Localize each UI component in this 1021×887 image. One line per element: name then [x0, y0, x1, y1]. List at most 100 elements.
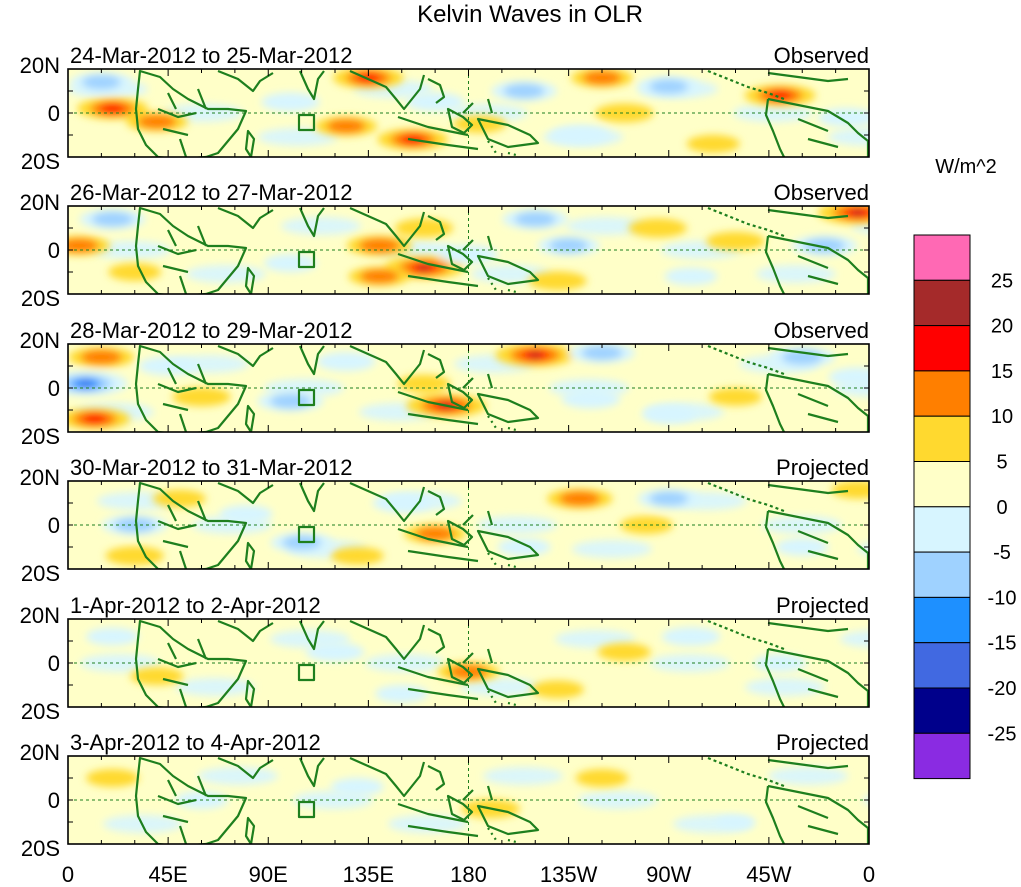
colorbar-level-label: -5 — [993, 542, 1011, 564]
anomaly-2-17 — [664, 267, 718, 286]
anomaly-3-2 — [80, 349, 122, 365]
anomaly-3-14 — [828, 367, 869, 387]
anomaly-3-3 — [82, 413, 108, 424]
anomaly-1-8 — [405, 92, 465, 112]
colorbar-swatch — [913, 325, 971, 372]
colorbar-level-label: -15 — [988, 633, 1017, 655]
y-tick-label: 0 — [48, 238, 60, 263]
panel-status-label: Observed — [774, 43, 869, 68]
colorbar: W/m^2 25 20 15 10 5 0 -5 -10 -15 -20 -25 — [913, 156, 1017, 780]
anomaly-6-6 — [715, 815, 756, 829]
colorbar-units: W/m^2 — [935, 156, 997, 178]
colorbar-swatch — [913, 370, 971, 417]
anomaly-1-3 — [81, 75, 121, 90]
x-tick-label: 90W — [646, 862, 691, 887]
panel-1: 20N 0 20S 24-Mar-2012 to 25-Mar-2012 Observe… — [20, 43, 870, 174]
anomaly-5-4 — [597, 643, 651, 661]
y-tick-label: 0 — [48, 651, 60, 676]
panel-status-label: Observed — [774, 318, 869, 343]
anomaly-6-7 — [270, 823, 311, 838]
panel-status-label: Projected — [776, 593, 869, 618]
colorbar-level-label: 25 — [991, 270, 1013, 292]
anomaly-2-12 — [706, 231, 765, 251]
colorbar-level-label: 15 — [991, 361, 1013, 383]
y-tick-label: 0 — [48, 101, 60, 126]
y-tick-label: 20N — [20, 190, 60, 215]
anomaly-4-11 — [497, 538, 551, 556]
anomaly-1-7 — [326, 119, 366, 134]
anomaly-2-7 — [360, 269, 399, 284]
colorbar-swatch — [913, 461, 971, 508]
panel-period-label: 28-Mar-2012 to 29-Mar-2012 — [70, 318, 352, 343]
colorbar-swatch — [913, 642, 971, 689]
y-tick-label: 20S — [21, 836, 60, 861]
anomaly-3-16 — [642, 405, 696, 424]
anomaly-5-8 — [531, 680, 584, 699]
anomaly-3-5 — [172, 387, 231, 407]
panel-4: 20N 0 20S 30-Mar-2012 to 31-Mar-2012 Project… — [20, 455, 870, 586]
anomaly-3-11 — [581, 345, 623, 361]
anomaly-6-4 — [86, 769, 139, 787]
anomaly-2-10 — [549, 238, 589, 253]
y-tick-label: 20N — [20, 603, 60, 628]
y-tick-label: 20N — [20, 465, 60, 490]
anomaly-1-16 — [686, 134, 740, 153]
panel-period-label: 26-Mar-2012 to 27-Mar-2012 — [70, 180, 352, 205]
anomaly-4-14 — [775, 538, 829, 556]
anomaly-1-2 — [137, 114, 177, 129]
colorbar-swatch — [913, 415, 971, 463]
colorbar-swatch — [913, 279, 971, 327]
anomaly-4-9 — [559, 491, 601, 507]
colorbar-level-label: 10 — [991, 406, 1013, 428]
anomaly-2-6 — [419, 264, 429, 271]
x-tick-label: 90E — [249, 862, 288, 887]
colorbar-swatch — [913, 551, 971, 598]
anomaly-2-16 — [528, 271, 587, 291]
x-tick-label: 180 — [450, 862, 487, 887]
anomaly-3-12 — [561, 389, 621, 409]
x-tick-label: 0 — [62, 862, 74, 887]
panel-status-label: Projected — [776, 730, 869, 755]
colorbar-level-label: -25 — [988, 723, 1017, 745]
anomaly-2-8 — [514, 211, 556, 227]
panel-5: 20N 0 20S 1-Apr-2012 to 2-Apr-2012 Projected — [20, 593, 870, 724]
panel-period-label: 24-Mar-2012 to 25-Mar-2012 — [70, 43, 352, 68]
anomaly-6-5 — [575, 769, 629, 787]
x-tick-label: 45E — [149, 862, 188, 887]
y-tick-label: 20S — [21, 561, 60, 586]
panel-status-label: Observed — [774, 180, 869, 205]
colorbar-swatch — [913, 732, 971, 780]
anomaly-1-15 — [767, 90, 793, 101]
panel-period-label: 30-Mar-2012 to 31-Mar-2012 — [70, 455, 352, 480]
anomaly-3-15 — [709, 387, 762, 406]
anomaly-6-3 — [330, 777, 384, 796]
anomaly-1-11 — [582, 70, 622, 86]
y-tick-label: 0 — [48, 376, 60, 401]
anomaly-2-1 — [68, 238, 99, 253]
anomaly-1-4 — [261, 92, 320, 112]
y-tick-label: 20N — [20, 740, 60, 765]
colorbar-level-label: 20 — [991, 316, 1013, 338]
y-tick-label: 20S — [21, 149, 60, 174]
x-tick-label: 45W — [746, 862, 791, 887]
colorbar-level-label: 0 — [996, 497, 1007, 519]
colorbar-level-label: -20 — [988, 678, 1017, 700]
colorbar-level-label: -10 — [988, 587, 1017, 609]
anomaly-2-4 — [358, 238, 401, 254]
panel-status-label: Projected — [776, 455, 869, 480]
x-axis: 0 45E 90E 135E 180 135W 90W 45W 0 — [62, 862, 875, 887]
y-tick-label: 20S — [21, 424, 60, 449]
anomaly-2-2 — [91, 211, 134, 227]
anomaly-2-5 — [394, 218, 454, 238]
anomaly-2-13 — [852, 209, 863, 216]
anomaly-2-3 — [108, 263, 162, 281]
anomaly-2-14 — [803, 238, 846, 254]
anomaly-2-15 — [264, 254, 317, 273]
anomaly-1-1 — [100, 103, 125, 114]
panel-6: 20N 0 20S 3-Apr-2012 to 4-Apr-2012 Projected — [20, 730, 870, 861]
panel-period-label: 1-Apr-2012 to 2-Apr-2012 — [70, 593, 321, 618]
anomaly-4-8 — [330, 546, 384, 565]
anomaly-1-14 — [649, 79, 689, 94]
y-tick-label: 20S — [21, 286, 60, 311]
